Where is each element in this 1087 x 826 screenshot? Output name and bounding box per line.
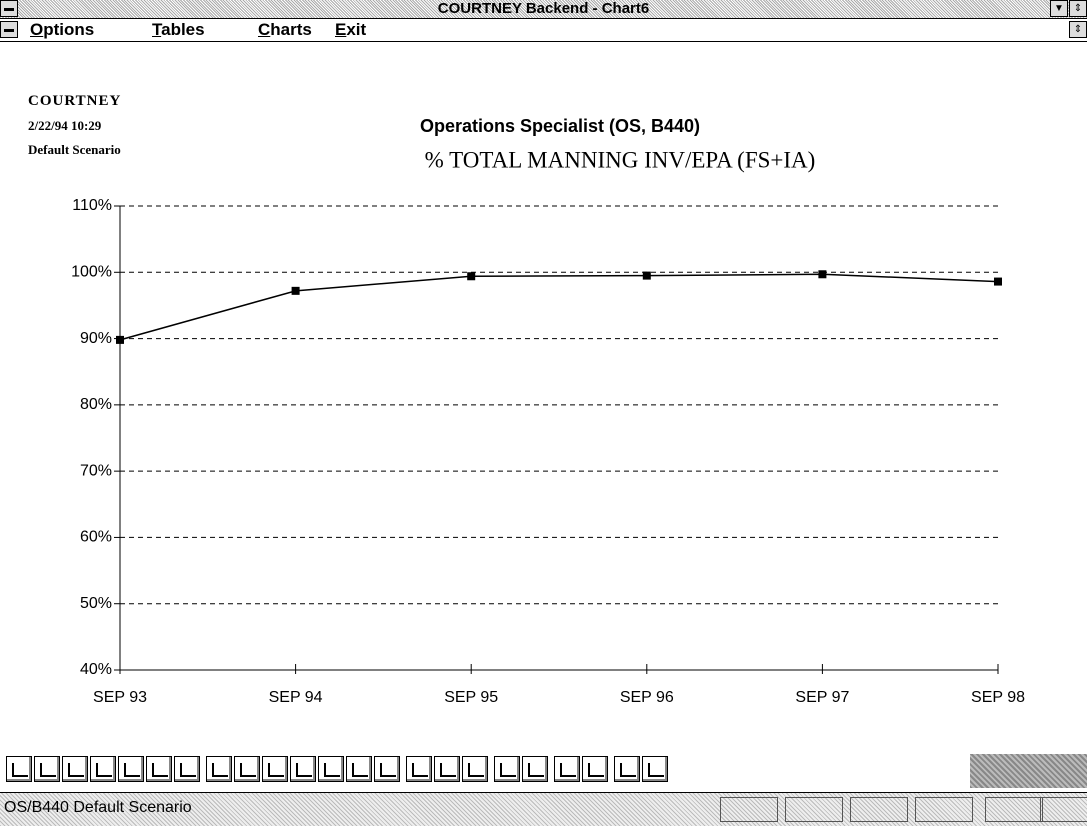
minimize-button[interactable]: ▼	[1050, 0, 1068, 17]
toolbar-icon	[528, 763, 544, 777]
y-tick-label: 80%	[80, 396, 112, 413]
y-tick-label: 60%	[80, 529, 112, 546]
toolbar	[0, 752, 1087, 788]
data-point	[818, 270, 827, 279]
title-bar: ▬ COURTNEY Backend - Chart6 ▼ ⇕	[0, 0, 1087, 19]
status-pane	[915, 797, 973, 822]
toolbar-icon	[500, 763, 516, 777]
y-tick-label: 40%	[80, 661, 112, 678]
menu-bar: ▬ Options Tables Charts Exit ⇕	[0, 19, 1087, 42]
y-tick-label: 100%	[71, 264, 112, 281]
x-tick-label: SEP 94	[269, 689, 323, 706]
chart-title: % TOTAL MANNING INV/EPA (FS+IA)	[425, 147, 816, 172]
chart: Operations Specialist (OS, B440) % TOTAL…	[71, 116, 1025, 706]
toolbar-button[interactable]	[118, 756, 144, 782]
toolbar-button[interactable]	[614, 756, 640, 782]
toolbar-button[interactable]	[406, 756, 432, 782]
toolbar-icon	[560, 763, 576, 777]
y-tick-label: 90%	[80, 330, 112, 347]
doc-menu-button[interactable]: ▬	[0, 21, 18, 38]
toolbar-icon	[152, 763, 168, 777]
toolbar-button[interactable]	[554, 756, 580, 782]
menu-item[interactable]: Options	[30, 20, 95, 39]
y-tick-label: 110%	[72, 197, 112, 214]
toolbar-button[interactable]	[6, 756, 32, 782]
toolbar-icon	[180, 763, 196, 777]
toolbar-button[interactable]	[206, 756, 232, 782]
toolbar-icon	[96, 763, 112, 777]
toolbar-icon	[296, 763, 312, 777]
toolbar-button[interactable]	[290, 756, 316, 782]
toolbar-icon	[468, 763, 484, 777]
toolbar-button[interactable]	[62, 756, 88, 782]
toolbar-icon	[620, 763, 636, 777]
toolbar-button[interactable]	[318, 756, 344, 782]
x-tick-label: SEP 95	[444, 689, 498, 706]
x-tick-label: SEP 96	[620, 689, 674, 706]
toolbar-icon	[440, 763, 456, 777]
data-line	[119, 273, 999, 341]
toolbar-button[interactable]	[522, 756, 548, 782]
data-point	[291, 286, 300, 295]
toolbar-icon	[352, 763, 368, 777]
toolbar-button[interactable]	[174, 756, 200, 782]
menu-item[interactable]: Exit	[335, 20, 367, 39]
toolbar-filler	[970, 754, 1087, 788]
toolbar-icon	[412, 763, 428, 777]
restore-button[interactable]: ⇕	[1069, 0, 1087, 17]
app-name: COURTNEY	[28, 93, 122, 109]
y-tick-label: 50%	[80, 595, 112, 612]
menu-item[interactable]: Tables	[152, 20, 205, 39]
toolbar-button[interactable]	[234, 756, 260, 782]
toolbar-button[interactable]	[90, 756, 116, 782]
toolbar-button[interactable]	[146, 756, 172, 782]
toolbar-icon	[240, 763, 256, 777]
toolbar-icon	[68, 763, 84, 777]
toolbar-button[interactable]	[262, 756, 288, 782]
toolbar-icon	[212, 763, 228, 777]
menu-item[interactable]: Charts	[258, 20, 312, 39]
timestamp: 2/22/94 10:29	[28, 118, 102, 133]
status-pane	[850, 797, 908, 822]
doc-restore-button[interactable]: ⇕	[1069, 21, 1087, 38]
status-pane	[720, 797, 778, 822]
toolbar-icon	[588, 763, 604, 777]
data-point	[642, 271, 651, 280]
toolbar-icon	[268, 763, 284, 777]
data-point	[994, 277, 1002, 286]
status-pane	[1040, 797, 1087, 822]
toolbar-button[interactable]	[434, 756, 460, 782]
toolbar-icon	[648, 763, 664, 777]
chart-subtitle: Operations Specialist (OS, B440)	[420, 116, 700, 136]
toolbar-icon	[124, 763, 140, 777]
x-tick-label: SEP 98	[971, 689, 1025, 706]
status-pane	[785, 797, 843, 822]
toolbar-button[interactable]	[494, 756, 520, 782]
status-text: OS/B440 Default Scenario	[4, 799, 192, 816]
status-pane	[985, 797, 1043, 822]
toolbar-icon	[324, 763, 340, 777]
toolbar-icon	[380, 763, 396, 777]
toolbar-button[interactable]	[582, 756, 608, 782]
x-tick-label: SEP 97	[795, 689, 849, 706]
system-menu-button[interactable]: ▬	[0, 0, 18, 17]
toolbar-button[interactable]	[462, 756, 488, 782]
window-title: COURTNEY Backend - Chart6	[437, 0, 650, 17]
toolbar-button[interactable]	[374, 756, 400, 782]
toolbar-icon	[40, 763, 56, 777]
toolbar-button[interactable]	[346, 756, 372, 782]
status-bar: OS/B440 Default Scenario	[0, 792, 1087, 826]
x-tick-label: SEP 93	[93, 689, 147, 706]
toolbar-icon	[12, 763, 28, 777]
toolbar-button[interactable]	[642, 756, 668, 782]
data-point	[467, 272, 476, 281]
y-tick-label: 70%	[80, 462, 112, 479]
data-point	[116, 335, 124, 344]
toolbar-button[interactable]	[34, 756, 60, 782]
scenario: Default Scenario	[28, 142, 121, 157]
